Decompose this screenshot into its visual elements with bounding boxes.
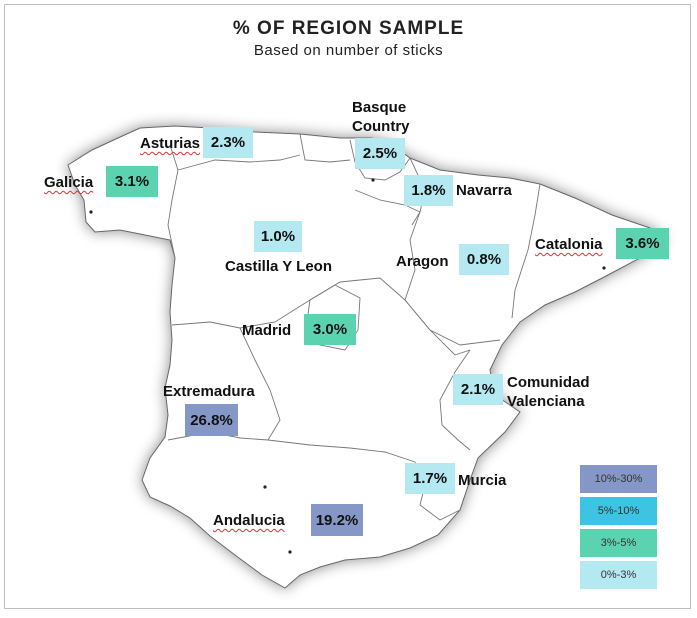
value-navarra: 1.8% bbox=[404, 175, 453, 206]
label-catalonia: Catalonia bbox=[535, 236, 603, 253]
value-andalucia: 19.2% bbox=[311, 504, 363, 536]
value-castilla-y-leon: 1.0% bbox=[254, 221, 302, 252]
map-subtitle: Based on number of sticks bbox=[253, 42, 444, 59]
label-galicia: Galicia bbox=[44, 174, 94, 191]
label-andalucia: Andalucia bbox=[213, 512, 285, 529]
border-galicia bbox=[167, 144, 179, 259]
label-murcia: Murcia bbox=[458, 472, 507, 489]
city-dot bbox=[602, 266, 606, 270]
legend-item-3-5: 3%-5% bbox=[580, 529, 657, 557]
border-aragon-cat bbox=[511, 183, 541, 319]
value-asturias: 2.3% bbox=[203, 127, 253, 158]
value-madrid: 3.0% bbox=[304, 314, 356, 345]
value-aragon: 0.8% bbox=[459, 244, 509, 275]
label-aragon: Aragon bbox=[396, 253, 449, 270]
border-castilla-south bbox=[171, 277, 406, 329]
label-madrid: Madrid bbox=[242, 322, 292, 339]
label-valenciana-line2: Valenciana bbox=[507, 393, 585, 410]
legend-item-5-10: 5%-10% bbox=[580, 497, 657, 525]
map-title: % OF REGION SAMPLE bbox=[232, 18, 465, 39]
border-cantabria bbox=[299, 133, 351, 163]
legend-item-10-30: 10%-30% bbox=[580, 465, 657, 493]
label-extremadura: Extremadura bbox=[163, 383, 255, 400]
value-galicia: 3.1% bbox=[106, 166, 158, 197]
city-dot bbox=[89, 210, 93, 214]
border-basque bbox=[349, 139, 411, 181]
value-extremadura: 26.8% bbox=[185, 404, 238, 436]
city-dot bbox=[371, 178, 375, 182]
value-basque: 2.5% bbox=[355, 138, 405, 169]
value-catalonia: 3.6% bbox=[616, 228, 669, 259]
border-clm-valencia bbox=[404, 299, 501, 346]
legend-item-0-3: 0%-3% bbox=[580, 561, 657, 589]
border-valencia-west bbox=[439, 349, 471, 451]
city-dot bbox=[263, 485, 267, 489]
label-castilla-y-leon: Castilla Y Leon bbox=[225, 258, 332, 275]
border-extremadura-east bbox=[239, 327, 281, 441]
value-murcia: 1.7% bbox=[405, 463, 455, 494]
label-basque-line2: Country bbox=[352, 118, 410, 135]
label-navarra: Navarra bbox=[456, 182, 512, 199]
value-comunidad-valenciana: 2.1% bbox=[453, 374, 503, 405]
border-asturias bbox=[177, 154, 301, 171]
label-valenciana-line1: Comunidad bbox=[507, 374, 590, 391]
label-basque-line1: Basque bbox=[352, 99, 407, 116]
label-asturias: Asturias bbox=[140, 135, 201, 152]
city-dot bbox=[288, 550, 292, 554]
border-rioja bbox=[354, 189, 421, 213]
city-dots bbox=[89, 178, 606, 554]
